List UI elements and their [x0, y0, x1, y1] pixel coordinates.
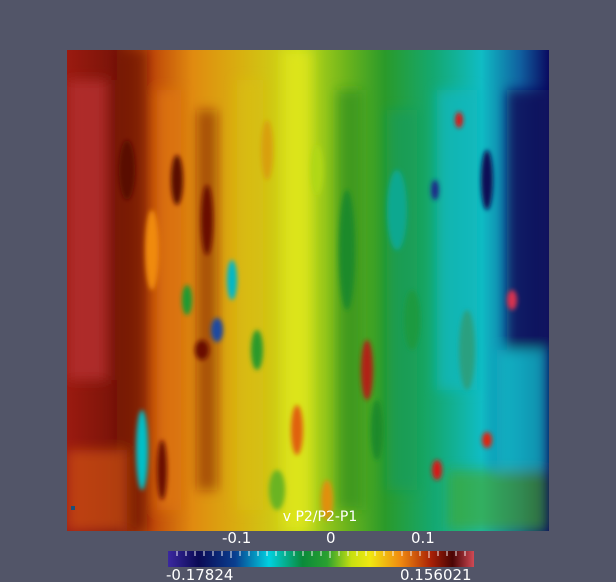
- velocity-field-plot[interactable]: [67, 50, 549, 531]
- field-small-structures: [119, 112, 517, 520]
- colorbar-tick-label: 0.1: [411, 529, 435, 547]
- orientation-marker: [71, 506, 75, 510]
- colorbar-tick-label: 0: [326, 529, 336, 547]
- colorbar-title: v P2/P2-P1: [282, 509, 358, 525]
- field-contour-svg: [67, 50, 549, 531]
- colorbar-ticks: [176, 551, 466, 558]
- colorbar-range-max: 0.156021: [400, 566, 472, 582]
- colorbar-gradient: [168, 551, 474, 567]
- colorbar-range-min: -0.17824: [166, 566, 234, 582]
- colorbar-legend[interactable]: [168, 551, 474, 567]
- colorbar-tick-label: -0.1: [222, 529, 252, 547]
